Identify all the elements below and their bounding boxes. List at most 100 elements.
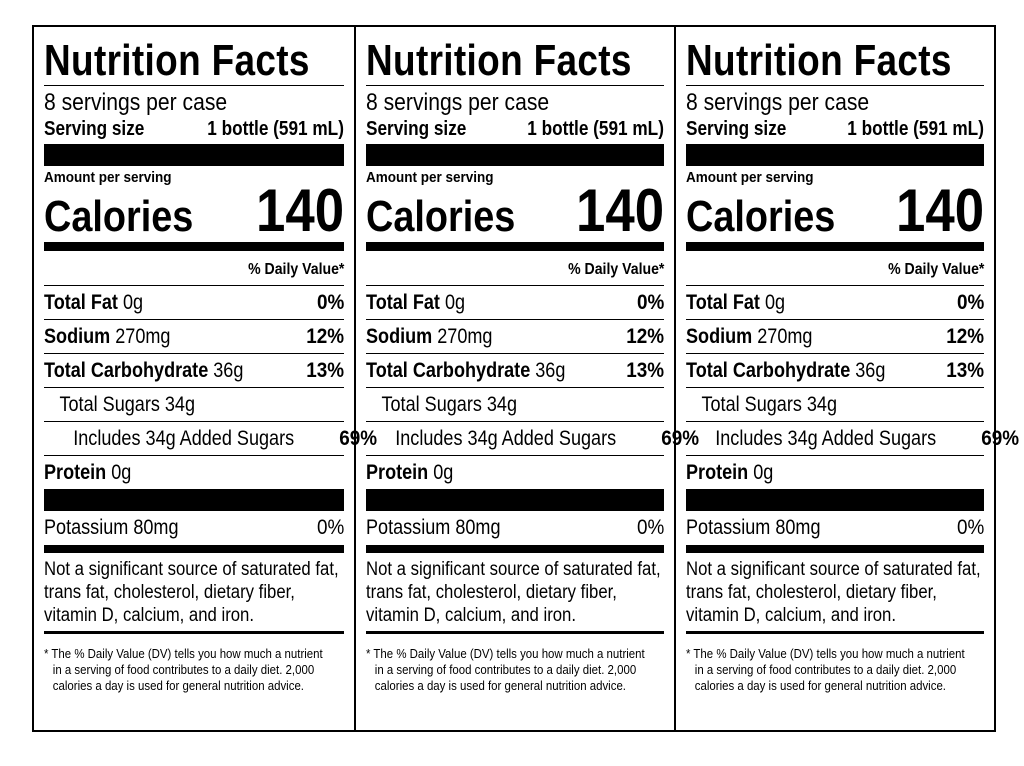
- nutrient-name: Total Fat: [366, 290, 440, 314]
- nutrient-row-sodium: Sodium 270mg 12%: [686, 319, 984, 353]
- potassium-text: Potassium 80mg: [686, 516, 821, 539]
- footnote-line: in a serving of food contributes to a da…: [694, 662, 957, 677]
- nutrient-row-total-sugars: Total Sugars 34g: [366, 387, 664, 421]
- footnote-line: in a serving of food contributes to a da…: [374, 662, 637, 677]
- nutrient-dv: 0%: [636, 516, 664, 539]
- nutrient-dv: 12%: [306, 324, 344, 348]
- nutrient-row-added-sugars: Includes 34g Added Sugars 69%: [366, 421, 699, 455]
- calories-value: 140: [895, 177, 984, 244]
- added-sugars-text: Includes 34g Added Sugars: [395, 426, 617, 450]
- note-line: trans fat, cholesterol, dietary fiber,: [366, 582, 617, 603]
- calories-value: 140: [255, 177, 344, 244]
- thick-divider: [366, 144, 664, 166]
- serving-size-label: Serving size: [366, 118, 467, 140]
- note-line: vitamin D, calcium, and iron.: [44, 605, 255, 626]
- nutrient-row-total-carbohydrate: Total Carbohydrate 36g 13%: [366, 353, 664, 387]
- nutrient-amount: 0g: [764, 290, 786, 314]
- not-significant-source-note: Not a significant source of saturated fa…: [686, 558, 985, 627]
- nutrient-dv: 0%: [956, 516, 984, 539]
- nutrient-name: Protein: [44, 460, 107, 484]
- nutrient-row-total-fat: Total Fat 0g 0%: [366, 285, 664, 319]
- nutrient-row-total-sugars: Total Sugars 34g: [44, 387, 344, 421]
- thick-divider: [686, 144, 984, 166]
- daily-value-header: % Daily Value*: [366, 251, 664, 285]
- nutrient-dv: 69%: [339, 426, 377, 450]
- nutrient-name: Protein: [686, 460, 749, 484]
- nutrient-dv: 0%: [316, 290, 344, 314]
- serving-size-value: 1 bottle (591 mL): [207, 118, 344, 140]
- divider: [686, 85, 984, 86]
- nutrient-amount: 0g: [433, 460, 454, 484]
- note-line: vitamin D, calcium, and iron.: [686, 605, 897, 626]
- nutrient-name: Total Carbohydrate: [44, 358, 209, 382]
- divider: [44, 85, 344, 86]
- nutrient-name: Sodium: [366, 324, 433, 348]
- calories-row: Calories 140: [366, 181, 664, 242]
- not-significant-source-note: Not a significant source of saturated fa…: [366, 558, 665, 627]
- note-line: trans fat, cholesterol, dietary fiber,: [686, 582, 937, 603]
- note-line: Not a significant source of saturated fa…: [686, 559, 981, 580]
- thick-divider: [44, 144, 344, 166]
- nutrient-amount: 36g: [535, 358, 566, 382]
- nutrient-dv: 69%: [661, 426, 699, 450]
- serving-size-label: Serving size: [686, 118, 787, 140]
- footnote-line: calories a day is used for general nutri…: [694, 678, 946, 693]
- nutrient-dv: 12%: [626, 324, 664, 348]
- nutrient-row-added-sugars: Includes 34g Added Sugars 69%: [44, 421, 377, 455]
- nutrient-amount: 0g: [111, 460, 132, 484]
- nutrient-row-added-sugars: Includes 34g Added Sugars 69%: [686, 421, 1019, 455]
- nutrient-dv: 13%: [946, 358, 984, 382]
- footnote-line: * The % Daily Value (DV) tells you how m…: [366, 646, 645, 661]
- nutrient-row-sodium: Sodium 270mg 12%: [44, 319, 344, 353]
- note-line: Not a significant source of saturated fa…: [44, 559, 339, 580]
- nutrient-row-total-sugars: Total Sugars 34g: [686, 387, 984, 421]
- footnote-line: * The % Daily Value (DV) tells you how m…: [44, 646, 323, 661]
- nutrient-dv: 12%: [946, 324, 984, 348]
- nutrient-row-protein: Protein 0g: [366, 455, 664, 489]
- nutrient-dv: 13%: [626, 358, 664, 382]
- divider: [366, 631, 664, 634]
- serving-size-row: Serving size 1 bottle (591 mL): [366, 117, 664, 144]
- footnote-line: calories a day is used for general nutri…: [52, 678, 304, 693]
- panel-title: Nutrition Facts: [366, 36, 632, 85]
- amount-per-serving: Amount per serving: [686, 169, 814, 186]
- divider: [366, 85, 664, 86]
- note-line: Not a significant source of saturated fa…: [366, 559, 661, 580]
- nutrient-dv: 0%: [956, 290, 984, 314]
- note-line: vitamin D, calcium, and iron.: [366, 605, 577, 626]
- total-sugars-text: Total Sugars 34g: [701, 392, 838, 416]
- thick-divider: [686, 242, 984, 251]
- nutrition-facts-panel: Nutrition Facts 8 servings per case Serv…: [34, 27, 377, 730]
- servings-per-container: 8 servings per case: [366, 89, 550, 116]
- serving-size-label: Serving size: [44, 118, 145, 140]
- potassium-text: Potassium 80mg: [44, 516, 179, 539]
- nutrition-facts-panel: Nutrition Facts 8 servings per case Serv…: [674, 27, 1019, 730]
- daily-value-footnote: * The % Daily Value (DV) tells you how m…: [44, 640, 343, 694]
- footnote-line: calories a day is used for general nutri…: [374, 678, 626, 693]
- calories-label: Calories: [366, 192, 516, 241]
- servings-per-container: 8 servings per case: [686, 89, 870, 116]
- serving-size-value: 1 bottle (591 mL): [527, 118, 664, 140]
- daily-value-header: % Daily Value*: [686, 251, 984, 285]
- calories-row: Calories 140: [686, 177, 984, 244]
- thick-divider: [366, 489, 664, 511]
- nutrient-amount: 36g: [213, 358, 244, 382]
- calories-label: Calories: [44, 192, 194, 241]
- thick-divider: [686, 545, 984, 553]
- nutrient-amount: 0g: [444, 290, 466, 314]
- nutrient-amount: 270mg: [757, 324, 813, 348]
- daily-value-footnote: * The % Daily Value (DV) tells you how m…: [686, 640, 985, 694]
- footnote-line: * The % Daily Value (DV) tells you how m…: [686, 646, 965, 661]
- calories-row: Calories 140: [44, 177, 344, 244]
- nutrient-row-sodium: Sodium 270mg 12%: [366, 319, 664, 353]
- thick-divider: [44, 489, 344, 511]
- thick-divider: [686, 489, 984, 511]
- thick-divider: [44, 545, 344, 553]
- nutrient-row-protein: Protein 0g: [44, 455, 344, 489]
- nutrient-row-total-fat: Total Fat 0g 0%: [686, 285, 984, 319]
- footnote-line: in a serving of food contributes to a da…: [52, 662, 315, 677]
- nutrient-name: Sodium: [44, 324, 111, 348]
- daily-value-header-text: % Daily Value*: [887, 261, 984, 278]
- serving-size-value: 1 bottle (591 mL): [847, 118, 984, 140]
- nutrient-row-protein: Protein 0g: [686, 455, 984, 489]
